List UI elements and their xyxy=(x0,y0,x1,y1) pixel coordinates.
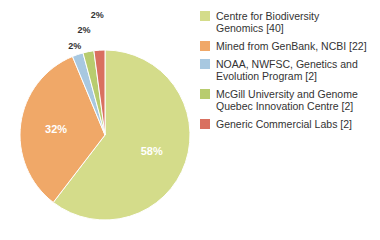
svg-text:2%: 2% xyxy=(68,41,81,51)
html-text:NOAA, NWFSC, Genetics and Evol: NOAA, NWFSC, Genetics and Evolution Prog… xyxy=(216,58,358,82)
svg-text:2%: 2% xyxy=(78,25,91,35)
html-text:Generic Commercial Labs [2]: Generic Commercial Labs [2] xyxy=(216,118,352,130)
svg-text:2%: 2% xyxy=(91,10,104,20)
html-text:McGill University and Genome Q: McGill University and Genome Quebec Inno… xyxy=(216,88,358,112)
svg-text:32%: 32% xyxy=(45,123,67,135)
svg-text:58%: 58% xyxy=(141,145,163,157)
html-text:Centre for Biodiversity Genomi: Centre for Biodiversity Genomics [40] xyxy=(216,10,320,34)
html-text:Mined from GenBank, NCBI [22]: Mined from GenBank, NCBI [22] xyxy=(216,40,367,52)
